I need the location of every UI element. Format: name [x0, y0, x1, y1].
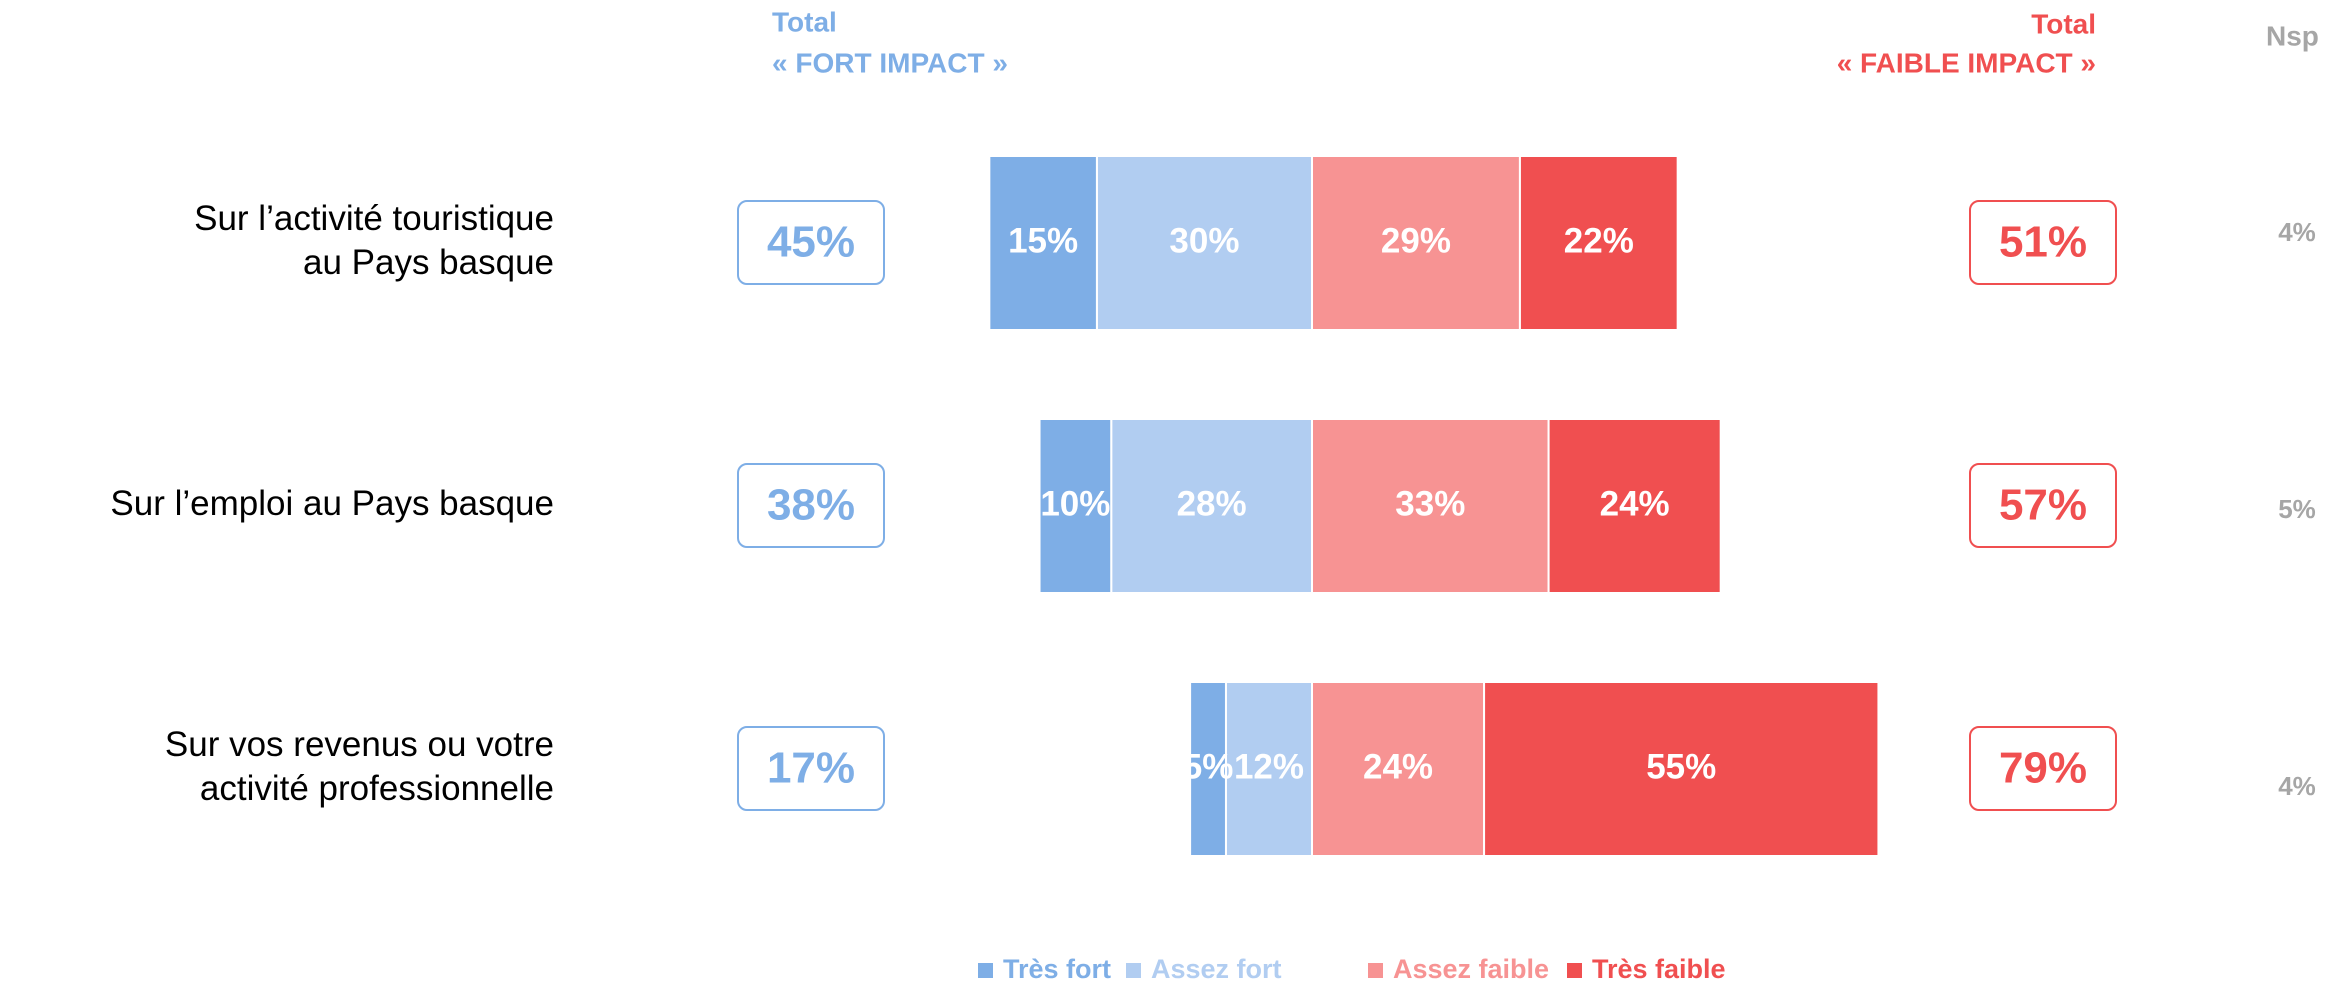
- bar-segment: [1224, 681, 1313, 857]
- bar-segment: [1547, 418, 1722, 594]
- total-box: [1969, 726, 2117, 811]
- bar-segment: [1038, 418, 1113, 594]
- total-label: 45%: [767, 218, 855, 267]
- nsp-label: 4%: [2278, 217, 2316, 247]
- header-left-line1: Total: [772, 6, 837, 37]
- header-left-line2: « FORT IMPACT »: [772, 47, 1008, 78]
- legend-label: Très faible: [1592, 954, 1726, 983]
- bar-value-label: 55%: [1646, 747, 1716, 786]
- bar-value-label: 24%: [1363, 747, 1433, 786]
- total-label: 57%: [1999, 481, 2087, 530]
- category-label: Sur vos revenus ou votre activité profess…: [165, 725, 554, 808]
- bar-value-label: 12%: [1234, 747, 1304, 786]
- legend-swatch: [1567, 963, 1582, 978]
- legend-swatch: [1368, 963, 1383, 978]
- total-box: [1969, 200, 2117, 285]
- legend-swatch: [978, 963, 993, 978]
- header-right-line2: « FAIBLE IMPACT »: [1837, 47, 2096, 78]
- bar-segment: [1311, 155, 1521, 331]
- total-label: 79%: [1999, 744, 2087, 793]
- total-box: [1969, 463, 2117, 548]
- bar-value-label: 22%: [1564, 221, 1634, 260]
- category-label: Sur l’emploi au Pays basque: [110, 484, 554, 523]
- bar-value-label: 28%: [1177, 484, 1247, 523]
- bar-value-label: 29%: [1381, 221, 1451, 260]
- nsp-label: 5%: [2278, 494, 2316, 524]
- total-label: 38%: [767, 481, 855, 530]
- bar-segment: [1311, 681, 1486, 857]
- bar-value-label: 15%: [1008, 221, 1078, 260]
- bar-value-label: 10%: [1040, 484, 1110, 523]
- bar-value-label: 5%: [1183, 747, 1234, 786]
- total-label: 17%: [767, 744, 855, 793]
- legend-label: Très fort: [1003, 954, 1111, 983]
- bar-value-label: 30%: [1169, 221, 1239, 260]
- legend-swatch: [1126, 963, 1141, 978]
- nsp-label: 4%: [2278, 771, 2316, 801]
- category-label: Sur l’activité touristique au Pays basque: [194, 199, 554, 282]
- bar-segment: [1110, 418, 1313, 594]
- bar-segment: [988, 155, 1098, 331]
- bar-segment: [1518, 155, 1679, 331]
- header-nsp: Nsp: [2266, 20, 2319, 51]
- bar-segment: [1095, 155, 1314, 331]
- bar-segment: [1483, 681, 1880, 857]
- legend-label: Assez faible: [1393, 954, 1549, 983]
- total-label: 51%: [1999, 218, 2087, 267]
- bar-value-label: 24%: [1600, 484, 1670, 523]
- total-box: [737, 200, 885, 285]
- bar-segment: [1189, 681, 1227, 857]
- total-box: [737, 463, 885, 548]
- legend-label: Assez fort: [1151, 954, 1282, 983]
- total-box: [737, 726, 885, 811]
- bar-value-label: 33%: [1395, 484, 1465, 523]
- bar-segment: [1311, 418, 1550, 594]
- header-right-line1: Total: [2031, 8, 2096, 39]
